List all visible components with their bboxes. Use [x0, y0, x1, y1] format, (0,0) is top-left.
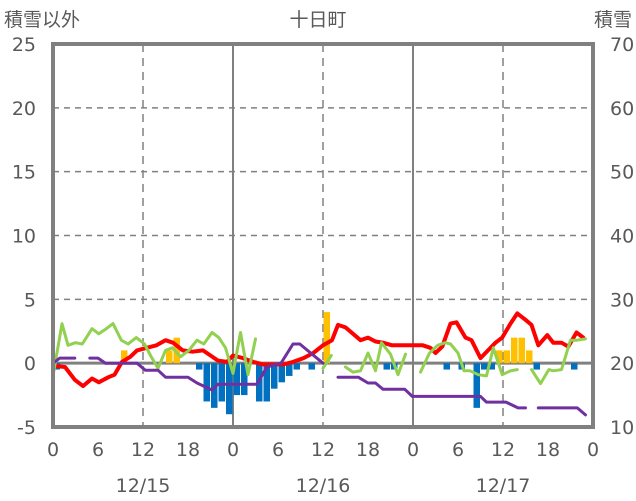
- bar: [481, 363, 488, 370]
- bar: [218, 363, 225, 402]
- bar: [443, 363, 450, 370]
- grid: [53, 44, 593, 427]
- date-label: 12/15: [116, 475, 171, 497]
- series-line-purple: [51, 356, 77, 365]
- bar: [383, 363, 390, 370]
- bar: [571, 363, 578, 370]
- left-axis-label: 積雪以外: [4, 9, 80, 31]
- series-line-green: [321, 354, 333, 370]
- y-tick-left: 20: [12, 98, 36, 120]
- x-tick: 6: [452, 439, 464, 461]
- series-line-purple: [536, 406, 587, 417]
- x-tick: 18: [536, 439, 560, 461]
- bar: [323, 312, 330, 364]
- y-tick-right: 40: [610, 226, 634, 248]
- bar: [121, 350, 128, 364]
- y-tick-left: -5: [17, 417, 36, 439]
- bar: [518, 337, 525, 364]
- y-tick-right: 70: [610, 34, 634, 56]
- series-line-green: [419, 341, 519, 378]
- x-tick: 12: [491, 439, 515, 461]
- y-tick-right: 50: [610, 162, 634, 184]
- bar: [496, 350, 503, 364]
- bar: [533, 363, 540, 370]
- y-tick-right: 60: [610, 98, 634, 120]
- series-line-purple: [88, 342, 325, 392]
- bar: [196, 363, 203, 370]
- series-line-green: [530, 337, 587, 386]
- bar: [271, 363, 278, 389]
- bar: [488, 363, 495, 370]
- bar: [278, 363, 285, 383]
- date-label: 12/16: [296, 475, 351, 497]
- x-tick: 6: [272, 439, 284, 461]
- bar: [203, 363, 210, 402]
- bar: [226, 363, 233, 415]
- bar: [308, 363, 315, 370]
- y-tick-left: 5: [24, 289, 36, 311]
- x-tick: 12: [131, 439, 155, 461]
- y-tick-left: 10: [12, 226, 36, 248]
- bar: [233, 363, 240, 396]
- x-tick: 0: [587, 439, 599, 461]
- bar: [473, 363, 480, 408]
- bar: [503, 350, 510, 364]
- y-tick-right: 10: [610, 417, 634, 439]
- y-tick-left: 25: [12, 34, 36, 56]
- series-line-red: [51, 311, 586, 389]
- x-tick: 18: [176, 439, 200, 461]
- bar: [263, 363, 270, 402]
- right-axis-label: 積雪: [594, 9, 632, 31]
- x-tick: 0: [227, 439, 239, 461]
- y-tick-left: 15: [12, 162, 36, 184]
- x-tick: 0: [407, 439, 419, 461]
- x-tick: 6: [92, 439, 104, 461]
- bar: [241, 363, 248, 396]
- y-tick-right: 20: [610, 353, 634, 375]
- bar: [286, 363, 293, 376]
- series-lines: [51, 311, 587, 417]
- series-line-green: [51, 322, 257, 378]
- chart-title: 十日町: [289, 9, 346, 31]
- x-tick: 18: [356, 439, 380, 461]
- bar: [293, 363, 300, 370]
- y-tick-right: 30: [610, 289, 634, 311]
- x-tick: 0: [47, 439, 59, 461]
- bar: [211, 363, 218, 408]
- bar: [166, 350, 173, 364]
- plot-frame: [51, 42, 595, 429]
- bar: [173, 337, 180, 364]
- y-tick-left: 0: [24, 353, 36, 375]
- bar: [526, 350, 533, 364]
- bar: [511, 337, 518, 364]
- series-line-green: [344, 341, 407, 377]
- x-tick: 12: [311, 439, 335, 461]
- date-label: 12/17: [476, 475, 531, 497]
- series-line-purple: [336, 375, 527, 410]
